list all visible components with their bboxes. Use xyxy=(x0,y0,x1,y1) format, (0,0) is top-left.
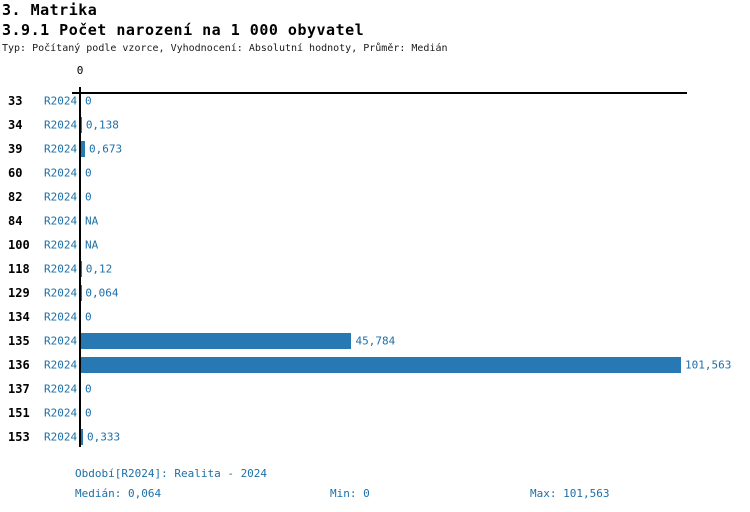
bar xyxy=(81,141,85,157)
row-category: 153 xyxy=(8,430,30,444)
table-row: 82 R2024 0 xyxy=(0,185,750,209)
row-category: 134 xyxy=(8,310,30,324)
row-category: 39 xyxy=(8,142,23,156)
chart-meta: Typ: Počítaný podle vzorce, Vyhodnocení:… xyxy=(2,43,448,54)
table-row: 137 R2024 0 xyxy=(0,377,750,401)
row-value-label: 0,12 xyxy=(85,262,113,276)
table-row: 118 R2024 0,12 xyxy=(0,257,750,281)
row-series-label: R2024 xyxy=(44,334,78,348)
table-row: 84 R2024 NA xyxy=(0,209,750,233)
row-series-label: R2024 xyxy=(44,238,78,252)
x-axis-tick-zero: 0 xyxy=(76,64,84,77)
y-axis-line xyxy=(79,87,81,447)
table-row: 136 R2024 101,563 xyxy=(0,353,750,377)
page-title: 3. Matrika xyxy=(2,1,98,19)
footer-min: Min: 0 xyxy=(330,487,370,500)
table-row: 129 R2024 0,064 xyxy=(0,281,750,305)
row-value-label: 0,673 xyxy=(88,142,123,156)
row-value-label: 0 xyxy=(85,166,92,180)
row-category: 100 xyxy=(8,238,30,252)
bar xyxy=(81,117,82,133)
bar xyxy=(81,429,83,445)
bar xyxy=(81,333,352,349)
row-category: 34 xyxy=(8,118,23,132)
row-value-label: 0 xyxy=(85,190,92,204)
row-series-label: R2024 xyxy=(44,286,78,300)
row-value-label: 0,138 xyxy=(85,118,119,132)
row-series-label: R2024 xyxy=(44,94,78,108)
row-series-label: R2024 xyxy=(44,214,78,228)
table-row: 39 R2024 0,673 xyxy=(0,137,750,161)
table-row: 33 R2024 0 xyxy=(0,89,750,113)
row-series-label: R2024 xyxy=(44,358,78,372)
row-category: 135 xyxy=(8,334,30,348)
row-category: 137 xyxy=(8,382,30,396)
row-series-label: R2024 xyxy=(44,190,78,204)
row-category: 151 xyxy=(8,406,30,420)
table-row: 60 R2024 0 xyxy=(0,161,750,185)
row-series-label: R2024 xyxy=(44,406,78,420)
bar xyxy=(81,261,82,277)
row-value-label: 45,784 xyxy=(355,334,396,348)
row-series-label: R2024 xyxy=(44,430,78,444)
row-category: 33 xyxy=(8,94,23,108)
row-series-label: R2024 xyxy=(44,142,78,156)
table-row: 135 R2024 45,784 xyxy=(0,329,750,353)
row-value-label: 0 xyxy=(85,382,92,396)
bar-rows: 33 R2024 0 34 R2024 0,138 39 R2024 0,673 60 R2024 0… xyxy=(0,89,750,449)
x-axis-line xyxy=(72,92,687,94)
row-value-label: 101,563 xyxy=(685,358,732,372)
row-category: 82 xyxy=(8,190,23,204)
table-row: 134 R2024 0 xyxy=(0,305,750,329)
row-value-label: NA xyxy=(85,238,99,252)
row-series-label: R2024 xyxy=(44,166,78,180)
footer-period: Období[R2024]: Realita - 2024 xyxy=(75,467,268,480)
row-category: 118 xyxy=(8,262,30,276)
chart-title: 3.9.1 Počet narození na 1 000 obyvatel xyxy=(2,21,365,39)
row-series-label: R2024 xyxy=(44,382,78,396)
row-value-label: 0,064 xyxy=(85,286,119,300)
bar xyxy=(81,357,681,373)
table-row: 34 R2024 0,138 xyxy=(0,113,750,137)
row-category: 136 xyxy=(8,358,30,372)
row-category: 84 xyxy=(8,214,23,228)
footer-median: Medián: 0,064 xyxy=(75,487,162,500)
table-row: 151 R2024 0 xyxy=(0,401,750,425)
table-row: 100 R2024 NA xyxy=(0,233,750,257)
row-value-label: 0 xyxy=(85,406,92,420)
table-row: 153 R2024 0,333 xyxy=(0,425,750,449)
row-category: 60 xyxy=(8,166,23,180)
footer-max: Max: 101,563 xyxy=(530,487,610,500)
row-series-label: R2024 xyxy=(44,262,78,276)
row-value-label: NA xyxy=(85,214,99,228)
row-category: 129 xyxy=(8,286,30,300)
row-series-label: R2024 xyxy=(44,118,78,132)
row-value-label: 0 xyxy=(85,310,92,324)
row-series-label: R2024 xyxy=(44,310,78,324)
row-value-label: 0,333 xyxy=(86,430,121,444)
row-value-label: 0 xyxy=(85,94,92,108)
